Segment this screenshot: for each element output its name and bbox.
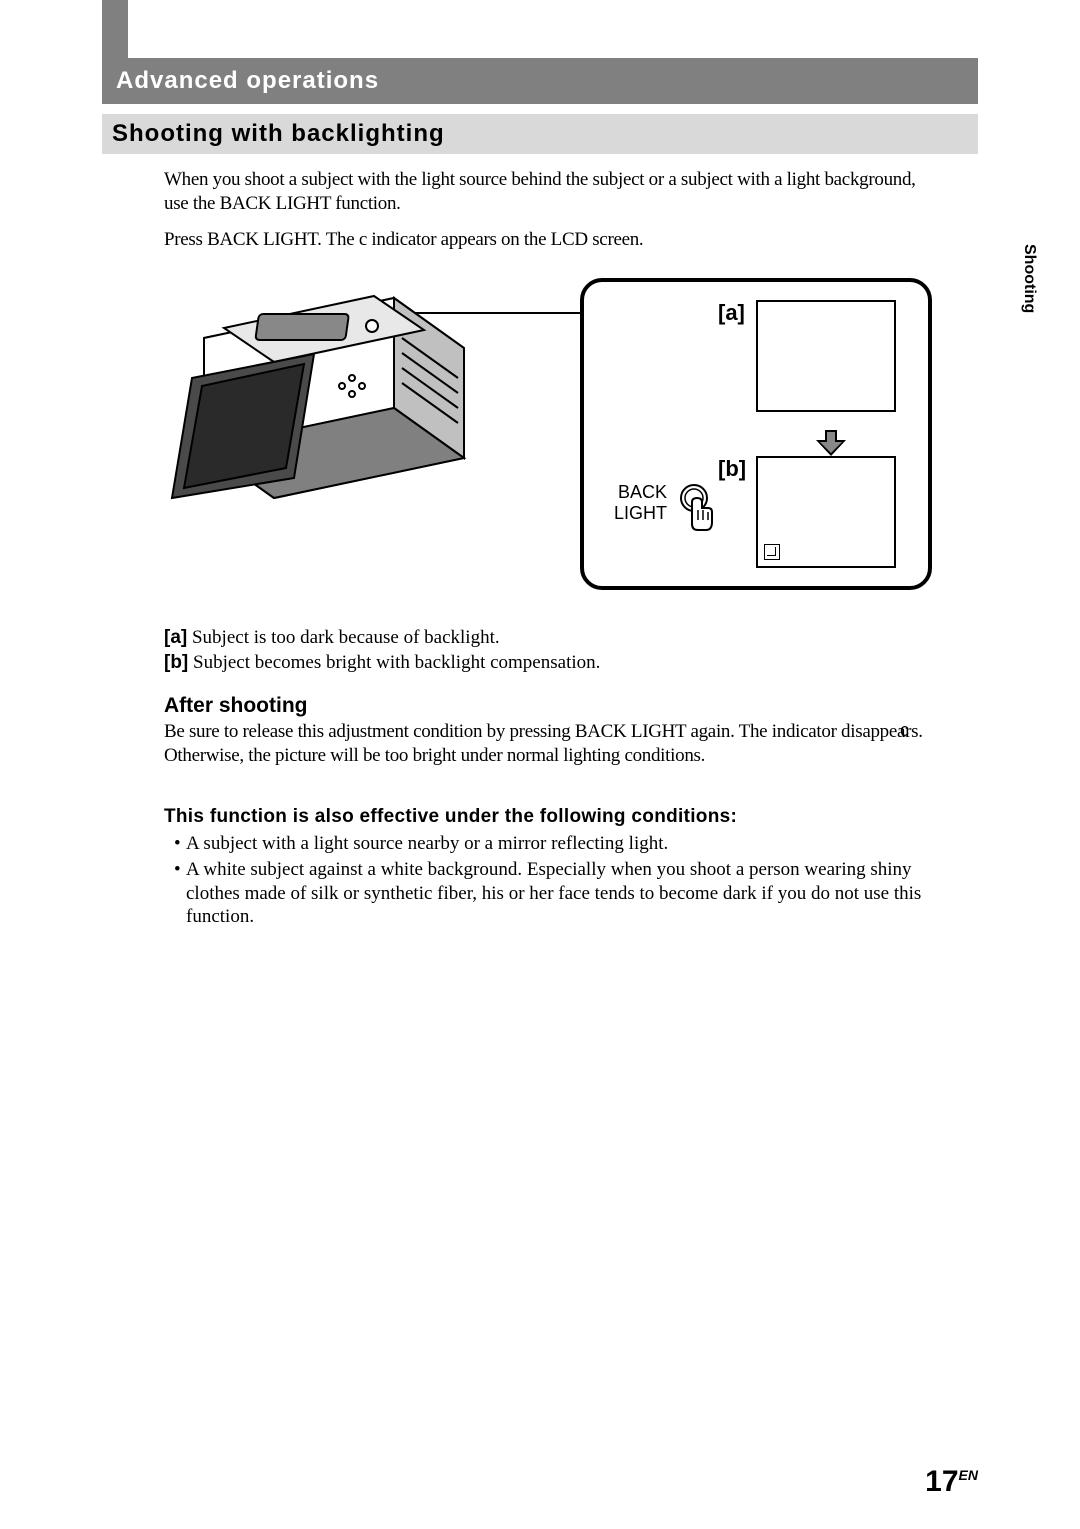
page-number-suffix: EN: [959, 1467, 978, 1483]
backlight-indicator-icon: [764, 544, 780, 560]
page-number: 17EN: [925, 1465, 978, 1499]
chapter-heading: Advanced operations: [102, 58, 978, 104]
lcd-label-a: [a]: [718, 300, 745, 326]
a-text: Subject is too dark because of backlight…: [187, 627, 499, 648]
side-tab: Shooting: [978, 244, 1080, 318]
list-item: • A subject with a light source nearby o…: [174, 832, 934, 856]
ab-description-list: [a] Subject is too dark because of backl…: [164, 626, 934, 675]
lcd-label-b: [b]: [718, 456, 746, 482]
diagram-area: [a] [b] BACK LIGHT: [164, 278, 954, 596]
indicator-c-glyph: c: [900, 720, 909, 741]
after-shooting-text: Be sure to release this adjustment condi…: [164, 720, 934, 768]
intro-paragraph-2: Press BACK LIGHT. The c indicator appear…: [164, 228, 934, 252]
camera-illustration: [164, 278, 504, 508]
side-tab-label: Shooting: [1020, 244, 1038, 313]
after-shooting-heading: After shooting: [164, 694, 307, 718]
bullet-list: • A subject with a light source nearby o…: [174, 832, 934, 931]
backlight-button-label: BACK LIGHT: [614, 482, 667, 523]
section-heading: Shooting with backlighting: [102, 114, 978, 154]
arrow-down-icon: [816, 430, 846, 456]
bullet-2-text: A white subject against a white backgrou…: [186, 858, 934, 929]
intro-paragraph-1: When you shoot a subject with the light …: [164, 168, 934, 216]
top-margin-block: [102, 0, 128, 58]
lcd-panel: [a] [b] BACK LIGHT: [580, 278, 932, 590]
b-text: Subject becomes bright with backlight co…: [188, 652, 600, 673]
lcd-preview-a: [756, 300, 896, 412]
bullet-1-text: A subject with a light source nearby or …: [186, 832, 668, 856]
page-number-value: 17: [925, 1465, 958, 1498]
a-label: [a]: [164, 627, 187, 648]
finger-press-icon: [676, 484, 720, 534]
list-item: • A white subject against a white backgr…: [174, 858, 934, 929]
b-label: [b]: [164, 652, 188, 673]
also-effective-heading: This function is also effective under th…: [164, 806, 737, 828]
